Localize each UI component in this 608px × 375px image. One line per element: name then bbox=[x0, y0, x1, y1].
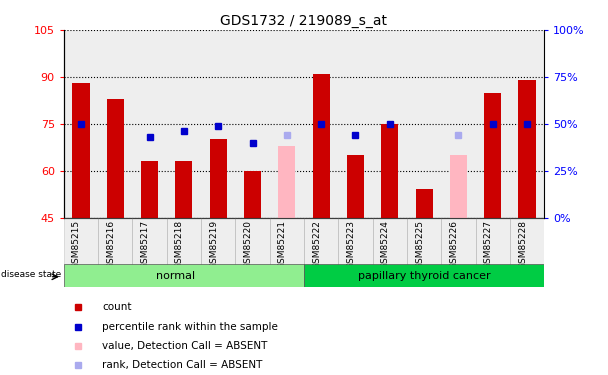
Bar bbox=[519, 80, 536, 218]
Bar bbox=[415, 189, 433, 217]
Text: disease state: disease state bbox=[1, 270, 61, 279]
Text: GSM85218: GSM85218 bbox=[175, 220, 184, 269]
Text: GSM85225: GSM85225 bbox=[415, 220, 424, 269]
Text: GSM85219: GSM85219 bbox=[209, 220, 218, 269]
Bar bbox=[167, 217, 201, 268]
Bar bbox=[338, 30, 373, 217]
Bar bbox=[98, 217, 133, 268]
Bar bbox=[133, 30, 167, 217]
Bar bbox=[304, 30, 338, 217]
Bar bbox=[441, 217, 475, 268]
Bar bbox=[270, 30, 304, 217]
Bar bbox=[244, 171, 261, 217]
Text: rank, Detection Call = ABSENT: rank, Detection Call = ABSENT bbox=[102, 360, 263, 370]
Text: value, Detection Call = ABSENT: value, Detection Call = ABSENT bbox=[102, 341, 268, 351]
Bar bbox=[407, 30, 441, 217]
Bar bbox=[381, 124, 398, 218]
Text: GSM85222: GSM85222 bbox=[312, 220, 321, 269]
Bar bbox=[373, 30, 407, 217]
Text: percentile rank within the sample: percentile rank within the sample bbox=[102, 322, 278, 332]
Bar bbox=[475, 30, 510, 217]
Bar bbox=[72, 83, 89, 218]
Text: GSM85228: GSM85228 bbox=[518, 220, 527, 269]
Title: GDS1732 / 219089_s_at: GDS1732 / 219089_s_at bbox=[221, 13, 387, 28]
Text: GSM85224: GSM85224 bbox=[381, 220, 390, 269]
Bar bbox=[210, 140, 227, 218]
Text: GSM85220: GSM85220 bbox=[244, 220, 252, 269]
Bar bbox=[98, 30, 133, 217]
Bar bbox=[475, 217, 510, 268]
Bar bbox=[107, 99, 124, 218]
Bar bbox=[441, 30, 475, 217]
Bar bbox=[201, 30, 235, 217]
Bar bbox=[133, 217, 167, 268]
Text: GSM85221: GSM85221 bbox=[278, 220, 287, 269]
Bar bbox=[278, 146, 295, 218]
Bar bbox=[304, 217, 338, 268]
Text: GSM85215: GSM85215 bbox=[72, 220, 81, 269]
Bar bbox=[313, 74, 330, 217]
Bar bbox=[235, 30, 270, 217]
Bar bbox=[64, 264, 304, 287]
Bar bbox=[338, 217, 373, 268]
Bar bbox=[64, 217, 98, 268]
Text: GSM85223: GSM85223 bbox=[347, 220, 356, 269]
Bar bbox=[373, 217, 407, 268]
Text: normal: normal bbox=[156, 271, 195, 280]
Bar bbox=[510, 30, 544, 217]
Bar bbox=[270, 217, 304, 268]
Text: GSM85217: GSM85217 bbox=[140, 220, 150, 269]
Bar bbox=[304, 264, 544, 287]
Bar bbox=[347, 155, 364, 218]
Bar bbox=[201, 217, 235, 268]
Bar bbox=[175, 161, 193, 218]
Text: count: count bbox=[102, 302, 132, 312]
Bar bbox=[64, 30, 98, 217]
Bar bbox=[450, 155, 467, 218]
Bar bbox=[484, 93, 501, 218]
Text: GSM85226: GSM85226 bbox=[449, 220, 458, 269]
Text: papillary thyroid cancer: papillary thyroid cancer bbox=[358, 271, 491, 280]
Bar bbox=[510, 217, 544, 268]
Bar bbox=[407, 217, 441, 268]
Bar bbox=[141, 161, 158, 218]
Bar bbox=[235, 217, 270, 268]
Text: GSM85227: GSM85227 bbox=[484, 220, 492, 269]
Text: GSM85216: GSM85216 bbox=[106, 220, 116, 269]
Bar bbox=[167, 30, 201, 217]
